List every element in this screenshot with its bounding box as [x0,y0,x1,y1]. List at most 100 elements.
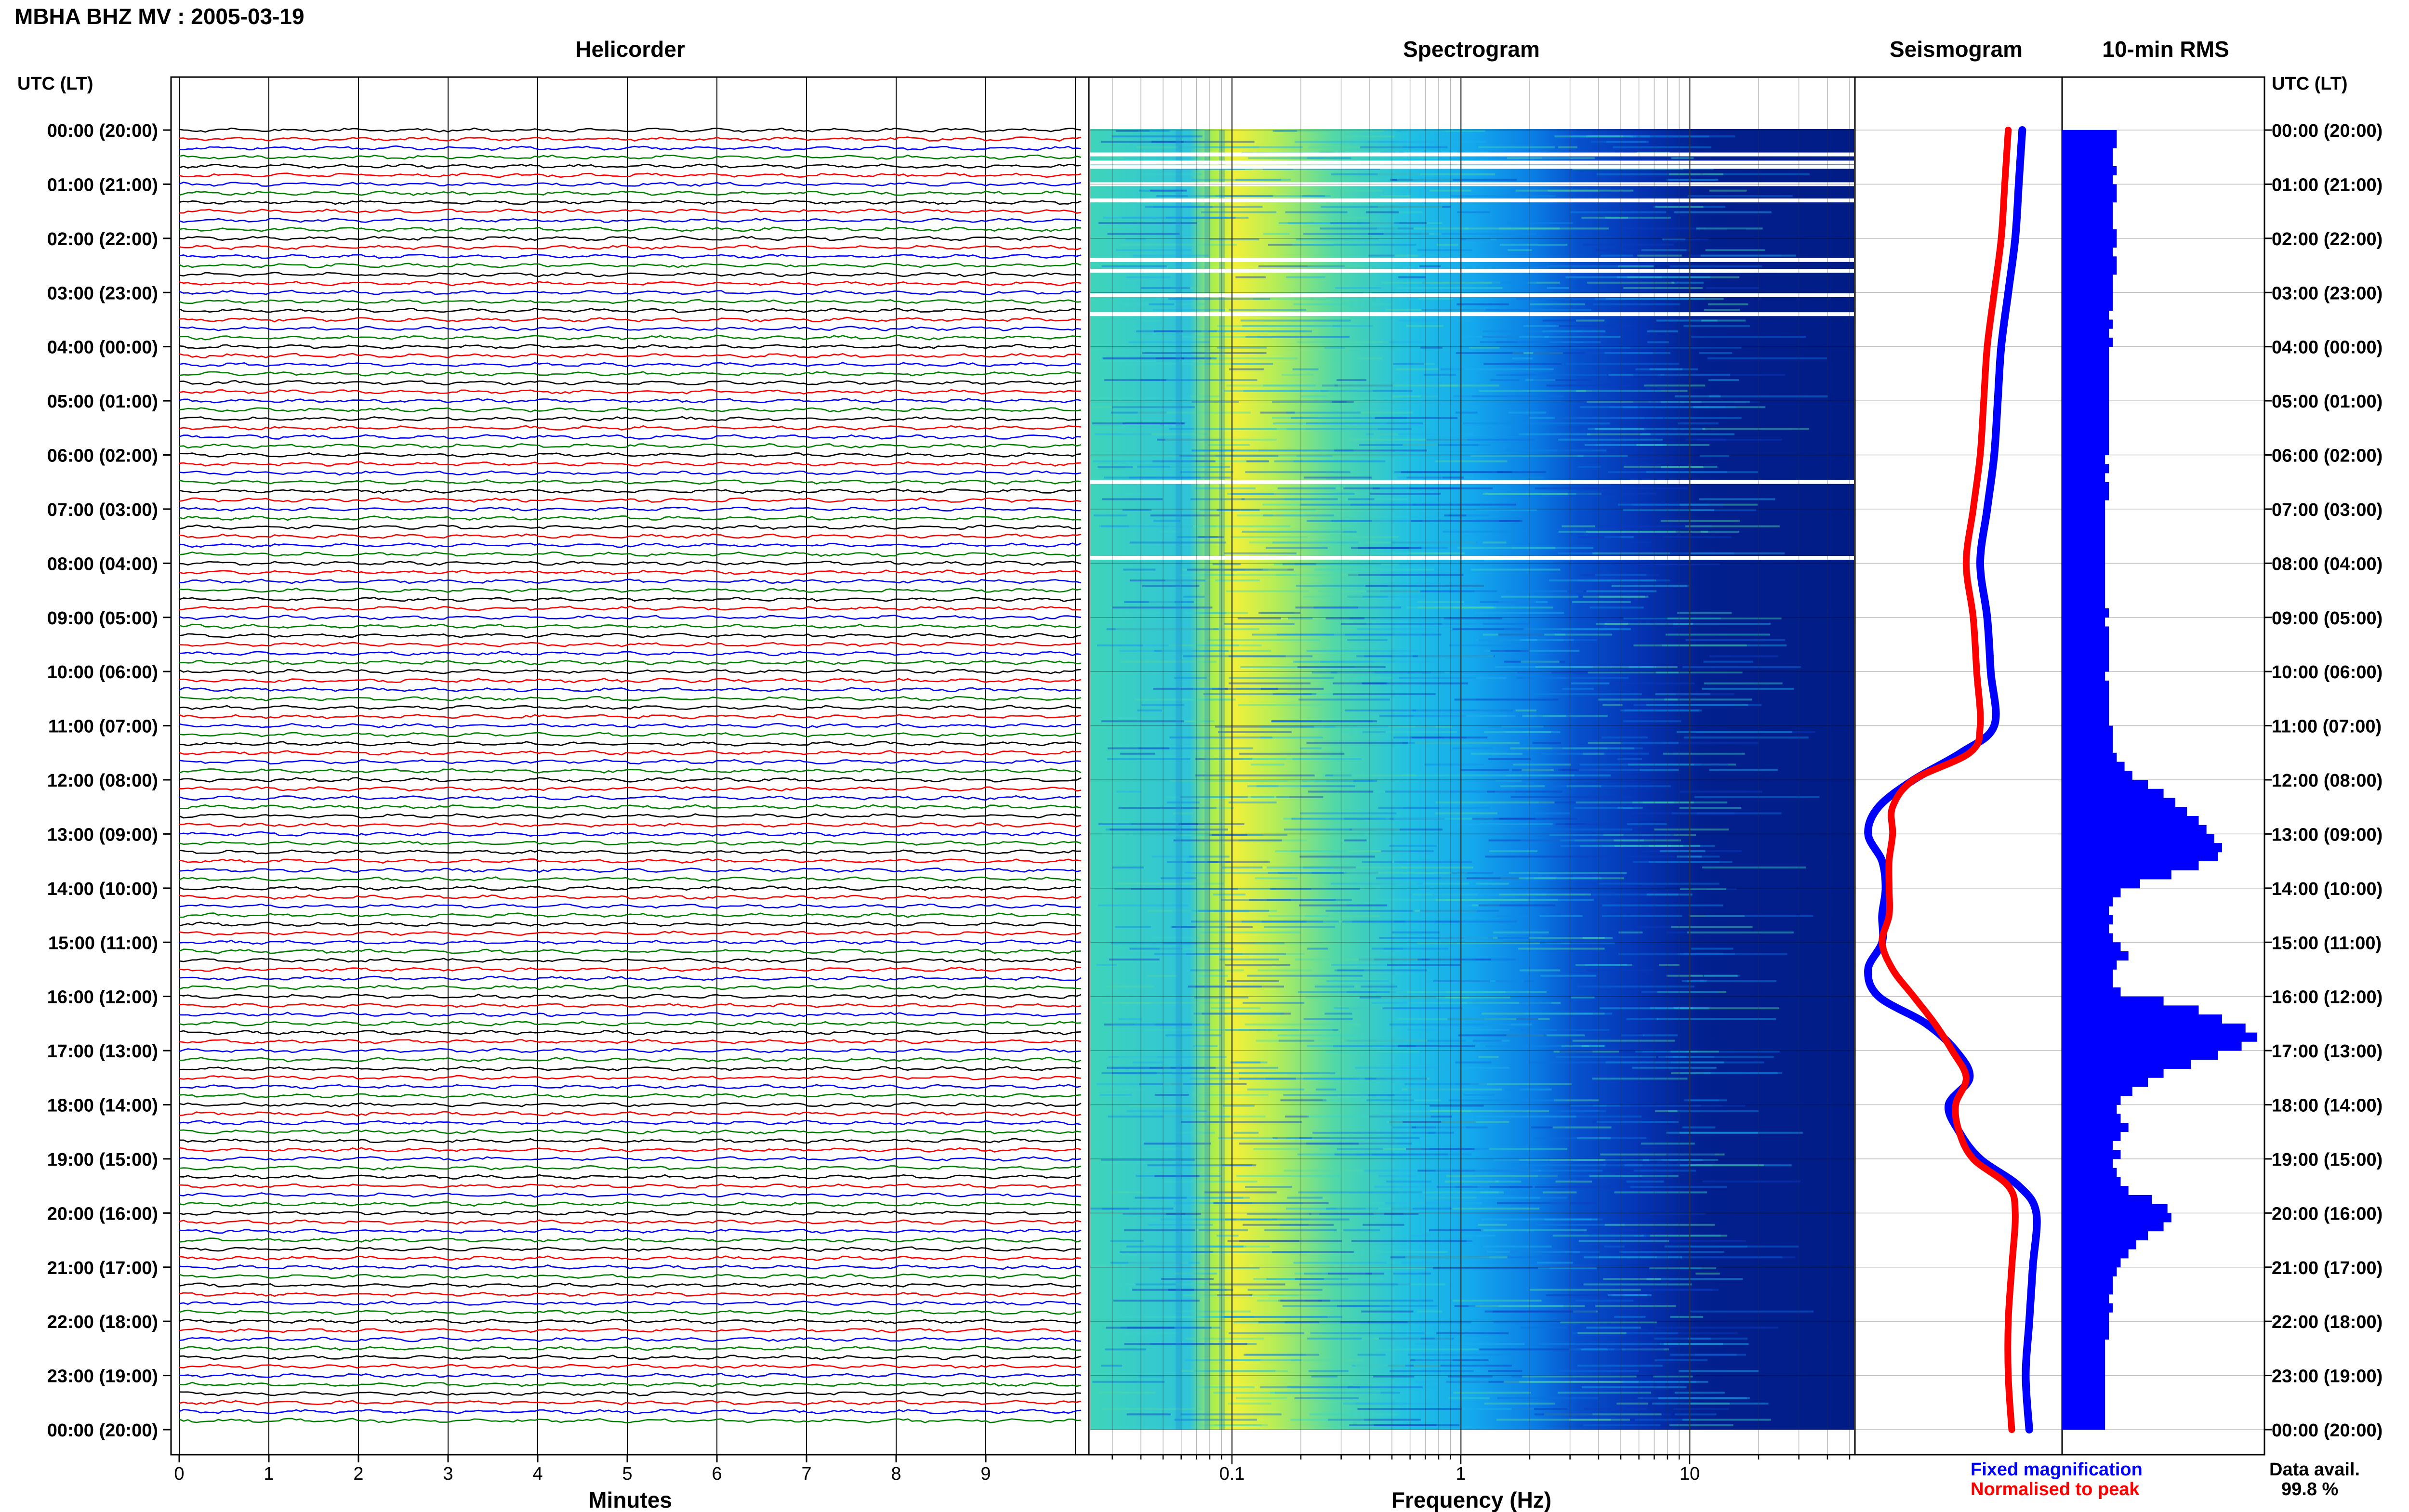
spectrogram-streak [1193,687,1219,690]
spectrogram-streak [1179,1083,1221,1085]
spectrogram-streak [1303,1018,1353,1020]
spectrogram-streak [1586,1327,1641,1329]
spectrogram-streak [1349,1424,1437,1426]
spectrogram-streak [1374,1424,1460,1426]
spectrogram-streak [1701,319,1746,322]
spectrogram-streak [1651,401,1760,403]
spectrogram-streak [1356,1402,1410,1405]
spectrogram-streak [1604,1223,1715,1226]
spectrogram-streak [1587,433,1651,435]
spectrogram-streak [1403,444,1438,446]
spectrogram-streak [1359,444,1479,446]
spectrogram-streak [1516,677,1629,679]
spectrogram-streak [1593,1104,1701,1107]
spectrogram-band [1219,130,1225,1430]
spectrogram-streak [1334,1007,1455,1010]
spectrogram-streak [1480,601,1536,603]
spectrogram-streak [1410,736,1445,739]
helicorder-trace [179,1400,1082,1406]
spectrogram-streak [1409,552,1465,554]
spectrogram-streak [1689,509,1756,511]
spectrogram-streak [1104,476,1201,479]
helicorder-trace [179,1048,1082,1053]
spectrogram-streak [1368,1202,1425,1204]
spectrogram-gap [1090,269,1854,273]
spectrogram-streak [1478,1223,1507,1226]
spectrogram-streak [1380,574,1426,576]
spectrogram-streak [1278,1034,1364,1037]
spectrogram-streak [1212,834,1247,836]
spectrogram-streak [1362,861,1392,863]
helicorder-trace [179,1391,1082,1396]
spectrogram-streak [1105,1348,1146,1351]
spectrogram-streak [1352,920,1459,923]
spectrogram-streak [1535,487,1645,489]
spectrogram-streak [1114,882,1224,885]
rms-bar [2062,1366,2105,1376]
spectrogram-streak [1320,660,1439,663]
spectrogram-streak [1252,633,1334,636]
spectrogram-streak [1693,406,1766,408]
helicorder-trace [179,750,1082,756]
spectrogram-streak [1467,877,1519,880]
spectrogram-streak [1446,991,1547,993]
spectrogram-streak [1485,855,1610,858]
spectrogram-streak [1482,1012,1605,1015]
spectrogram-streak [1378,141,1467,143]
spectrogram-streak [1124,1229,1195,1232]
spectrogram-streak [1573,1310,1598,1313]
helicorder-trace [179,975,1082,981]
spectrogram-streak [1668,1256,1783,1259]
spectrogram-streak [1569,135,1636,138]
spectrogram-streak [1358,357,1382,360]
spectrogram-streak [1467,1001,1551,1004]
spectrogram-streak [1103,357,1184,360]
spectrogram-streak [1280,1300,1330,1302]
spectrogram-streak [1641,991,1718,993]
spectrogram-streak [1642,1051,1697,1053]
spectrogram-streak [1707,357,1827,360]
spectrogram-streak [1493,1158,1549,1161]
spectrogram-streak [1682,666,1801,668]
spectrogram-streak [1304,1273,1384,1275]
helicorder-trace [179,343,1082,350]
spectrogram-streak [1679,503,1758,506]
time-label-right: 16:00 (12:00) [2272,987,2383,1008]
rms-bar [2062,1068,2164,1078]
spectrogram-streak [1562,747,1635,749]
spectrogram-streak [1115,628,1197,631]
spectrogram-streak [1351,547,1422,549]
spectrogram-streak [1492,422,1610,424]
spectrogram-streak [1671,926,1753,928]
spectrogram-streak [1513,763,1571,766]
spectrogram-streak [1307,1337,1362,1340]
spectrogram-streak [1320,390,1413,392]
spectrogram-streak [1381,281,1492,284]
spectrogram-streak [1633,401,1661,403]
helicorder-trace [179,371,1082,377]
helicorder-trace [179,1381,1082,1387]
spectrogram-streak [1147,1164,1253,1167]
spectrogram-streak [1404,1083,1487,1085]
legend-normalised: Normalised to peak [1971,1479,2140,1499]
spectrogram-streak [1496,341,1518,343]
helicorder-trace [179,1301,1082,1306]
rms-bar [2062,1141,2113,1150]
spectrogram-streak [1603,1278,1661,1280]
rms-bar [2062,1204,2168,1213]
spectrogram-streak [1099,823,1131,825]
spectrogram-streak [1268,915,1380,917]
spectrogram-streak [1634,1235,1721,1237]
spectrogram-streak [1312,1131,1436,1134]
helicorder-trace [179,966,1082,972]
time-label-left: 00:00 (20:00) [47,121,158,141]
spectrogram-streak [1537,1262,1573,1264]
spectrogram-streak [1132,1061,1164,1064]
spectrogram-streak [1297,991,1407,993]
helicorder-trace [179,714,1082,720]
spectrogram-streak [1337,1305,1370,1307]
spectrogram-streak [1150,189,1187,192]
spectrogram-streak [1670,1051,1719,1053]
spectrogram-streak [1332,401,1354,403]
spectrogram-streak [1399,677,1477,679]
